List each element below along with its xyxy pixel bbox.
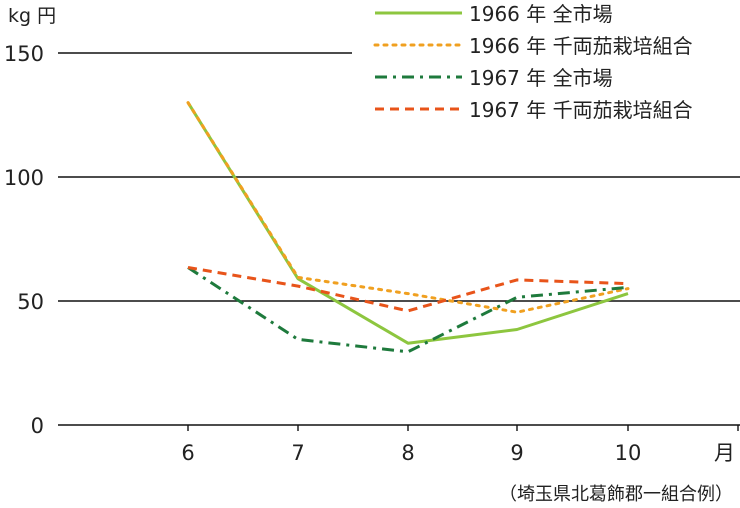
legend-label: 1966 年 千両茄栽培組合: [469, 34, 693, 58]
y-tick-label: 0: [31, 414, 44, 438]
y-tick-label: 100: [4, 166, 44, 190]
y-tick-label: 150: [4, 42, 44, 66]
y-axis-unit-label: kg 円: [8, 5, 56, 27]
legend-background: [360, 0, 740, 126]
x-tick-label: 10: [615, 441, 642, 465]
series-line-3: [187, 266, 629, 354]
x-tick-label: 9: [510, 441, 523, 465]
tick-labels: 0 50 100 150 6 7 8 9 10: [4, 42, 641, 465]
gridlines: [58, 52, 740, 426]
x-tick-label: 6: [181, 441, 194, 465]
axes: [187, 425, 739, 431]
legend-label: 1966 年 全市場: [469, 2, 613, 26]
x-axis-unit-label: 月: [714, 441, 735, 465]
series-line-4: [187, 266, 629, 313]
legend-label: 1967 年 千両茄栽培組合: [469, 98, 693, 122]
legend: 1966 年 全市場 1966 年 千両茄栽培組合 1967 年 全市場 1967 年…: [360, 0, 740, 126]
series-line-1: [186, 101, 629, 345]
x-tick-label: 7: [291, 441, 304, 465]
legend-label: 1967 年 全市場: [469, 66, 613, 90]
y-tick-label: 50: [17, 290, 44, 314]
data-series: [186, 101, 630, 354]
source-note: （埼玉県北葛飾郡一組合例）: [499, 484, 733, 505]
x-tick-label: 8: [401, 441, 414, 465]
